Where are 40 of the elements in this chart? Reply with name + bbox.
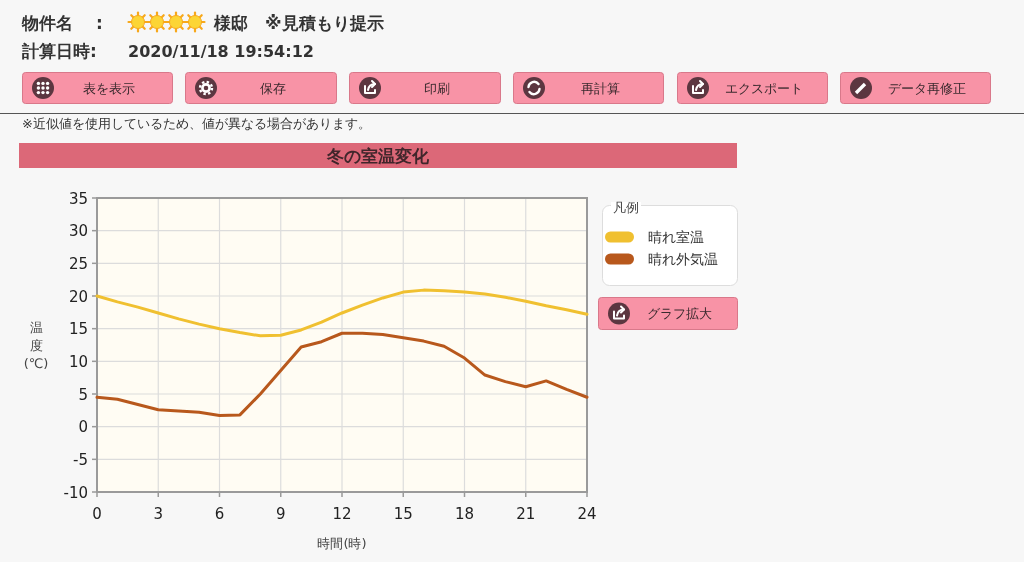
y-tick-label: 0 [78, 418, 88, 437]
x-tick-label: 21 [516, 505, 536, 523]
text: 物件名 [21, 13, 73, 33]
legend-label: 晴れ外気温 [648, 251, 718, 267]
x-tick-label: 3 [153, 505, 164, 523]
x-tick-label: 18 [454, 505, 475, 523]
x-tick-label: 0 [92, 505, 102, 523]
y-tick-label: 35 [68, 189, 88, 208]
x-axis-title: 時間(時) [317, 536, 367, 551]
text: 保存 [259, 80, 286, 96]
line-series [95, 331, 589, 418]
text: エクスポート [725, 80, 803, 96]
legend-title: 凡例 [613, 200, 639, 215]
y-tick-label: 15 [68, 320, 88, 339]
text: 2020/11/18 19:54:12 [128, 42, 314, 61]
text: ※近似値を使用しているため、値が異なる場合があります。 [22, 116, 371, 131]
legend-label: 晴れ室温 [648, 229, 704, 245]
y-tick-label: 20 [68, 287, 88, 306]
y-tick-label: 5 [78, 385, 88, 404]
x-tick-label: 12 [332, 505, 352, 523]
text: データ再修正 [888, 80, 966, 96]
y-axis-title: 温度(℃) [23, 320, 49, 371]
x-tick-label: 6 [214, 505, 225, 523]
text: 表を表示 [83, 80, 135, 96]
y-tick-label: 30 [68, 222, 88, 241]
text: 印刷 [423, 80, 450, 96]
y-tick-label: -5 [73, 450, 88, 469]
text: : [96, 13, 103, 33]
x-tick-label: 9 [275, 505, 286, 523]
y-tick-label: -10 [63, 483, 88, 502]
text: 再計算 [580, 80, 620, 96]
y-tick-label: 25 [68, 254, 88, 273]
chart-title: 冬の室温変化 [326, 146, 430, 166]
y-tick-label: 10 [68, 352, 88, 371]
x-tick-label: 24 [577, 505, 597, 523]
text: グラフ拡大 [647, 306, 712, 321]
x-tick-label: 15 [393, 505, 413, 523]
line-series [95, 288, 589, 338]
text: 様邸 ※見積もり提示 [213, 13, 384, 33]
text: 計算日時: [21, 41, 97, 61]
